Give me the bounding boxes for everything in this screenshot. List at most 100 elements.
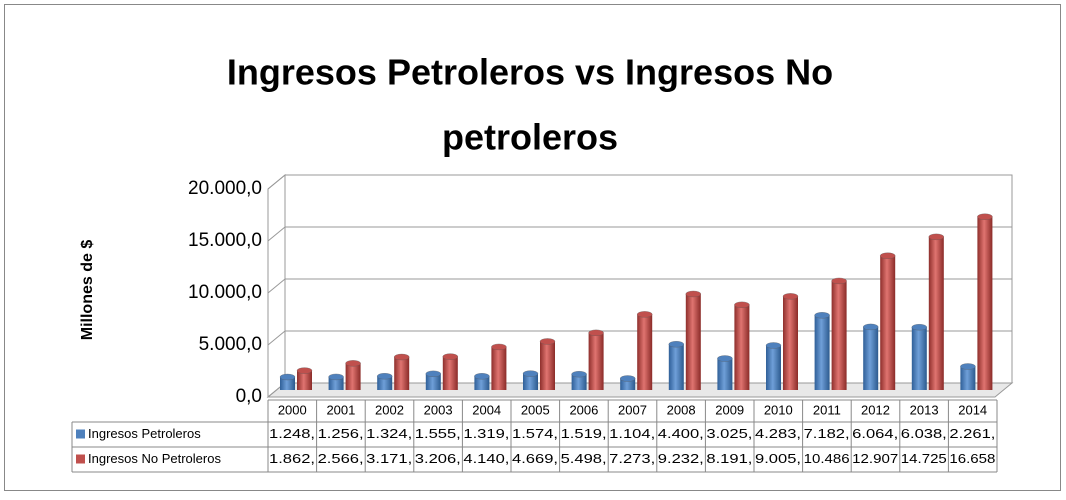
- bar: [766, 345, 781, 390]
- bar-top: [637, 311, 653, 318]
- bar-top: [474, 373, 490, 380]
- bar-top: [571, 371, 587, 378]
- bar: [880, 255, 896, 390]
- bar: [668, 344, 684, 390]
- y-tick-label: 15.000,0: [188, 230, 262, 251]
- data-table-value: 3.025,: [706, 427, 752, 441]
- bar: [297, 370, 312, 390]
- data-table-value: 10.486: [804, 452, 850, 466]
- chart-title: Ingresos Petroleros vs Ingresos No: [227, 52, 833, 93]
- data-table-value: 9.005,: [755, 452, 801, 466]
- x-tick-label: 2011: [813, 402, 841, 417]
- bar: [345, 363, 361, 390]
- x-tick-label: 2010: [764, 402, 793, 417]
- bar: [442, 356, 458, 390]
- bar: [328, 376, 344, 390]
- data-table-value: 9.232,: [658, 452, 704, 466]
- bar: [280, 377, 295, 390]
- data-table-value: 4.283,: [755, 427, 801, 441]
- bar-top: [831, 277, 847, 285]
- bar-top: [960, 363, 976, 370]
- bar: [394, 357, 410, 390]
- bar: [831, 280, 847, 390]
- grid-line: [267, 278, 1012, 294]
- data-table-value: 1.248,: [269, 427, 315, 441]
- data-table-value: 4.140,: [463, 452, 509, 466]
- bar: [783, 296, 798, 390]
- data-table-value: 3.171,: [366, 452, 412, 466]
- bar: [540, 341, 555, 390]
- y-tick-label: 10.000,0: [188, 282, 262, 303]
- bar: [491, 346, 507, 390]
- data-table-value: 1.555,: [415, 427, 461, 441]
- data-table-value: 14.725: [901, 452, 947, 466]
- bar-top: [782, 293, 799, 300]
- y-tick-label: 5.000,0: [199, 334, 262, 355]
- bar-top: [863, 323, 879, 331]
- data-table-value: 3.206,: [415, 452, 461, 466]
- x-tick-label: 2014: [958, 402, 987, 417]
- bar-top: [345, 360, 361, 367]
- x-tick-label: 2002: [375, 402, 404, 417]
- chart-title: petroleros: [442, 117, 618, 158]
- legend-swatch: [76, 429, 85, 439]
- x-tick-label: 2004: [472, 402, 501, 417]
- bar: [928, 236, 944, 390]
- bar: [911, 327, 927, 390]
- bar: [977, 216, 993, 390]
- bar: [637, 314, 653, 390]
- bar: [523, 373, 538, 390]
- bar: [571, 374, 587, 390]
- y-axis-label: Millones de $: [79, 240, 96, 341]
- bar-top: [717, 355, 733, 362]
- data-table-value: 1.324,: [366, 427, 412, 441]
- bar-top: [394, 353, 410, 361]
- bar-top: [328, 373, 344, 381]
- data-table-value: 1.319,: [463, 427, 509, 441]
- bar-top: [588, 329, 604, 336]
- bar-top: [880, 252, 896, 259]
- data-table-value: 2.566,: [318, 452, 364, 466]
- x-tick-label: 2008: [667, 402, 696, 417]
- x-tick-label: 2009: [715, 402, 744, 417]
- bar: [377, 376, 393, 390]
- bar-top: [491, 343, 507, 351]
- y-tick-label: 0,0: [236, 386, 262, 407]
- data-table-value: 12.907: [852, 452, 898, 466]
- x-tick-label: 2005: [521, 402, 550, 417]
- data-table-value: 4.669,: [512, 452, 558, 466]
- bar: [960, 366, 976, 390]
- data-table-value: 1.519,: [561, 427, 607, 441]
- y-tick-label: 20.000,0: [188, 178, 262, 199]
- bar: [863, 326, 879, 390]
- data-table-value: 2.261,: [949, 427, 995, 441]
- bar-top: [668, 341, 684, 348]
- data-table-value: 7.273,: [609, 452, 655, 466]
- data-table-value: 5.498,: [561, 452, 607, 466]
- x-tick-label: 2003: [424, 402, 453, 417]
- data-table-value: 6.038,: [901, 427, 947, 441]
- data-table-value: 1.574,: [512, 427, 558, 441]
- bar-top: [539, 338, 556, 345]
- x-tick-label: 2007: [618, 402, 647, 417]
- bar: [474, 376, 490, 390]
- bar-top: [620, 375, 636, 382]
- x-tick-label: 2000: [278, 402, 307, 417]
- bar-top: [928, 233, 944, 241]
- bar-top: [977, 213, 993, 220]
- legend-swatch: [76, 454, 85, 464]
- grid-line: [267, 330, 1012, 346]
- bar: [588, 332, 604, 390]
- bar: [717, 358, 733, 390]
- data-table-value: 1.104,: [609, 427, 655, 441]
- bar: [685, 293, 701, 390]
- x-tick-label: 2012: [861, 402, 890, 417]
- x-tick-label: 2001: [326, 402, 355, 417]
- x-tick-label: 2006: [569, 402, 598, 417]
- bar-top: [279, 373, 296, 381]
- bar-top: [814, 312, 830, 319]
- data-table-value: 4.400,: [658, 427, 704, 441]
- data-table-value: 8.191,: [706, 452, 752, 466]
- bar-top: [377, 373, 393, 380]
- bar-top: [425, 370, 441, 377]
